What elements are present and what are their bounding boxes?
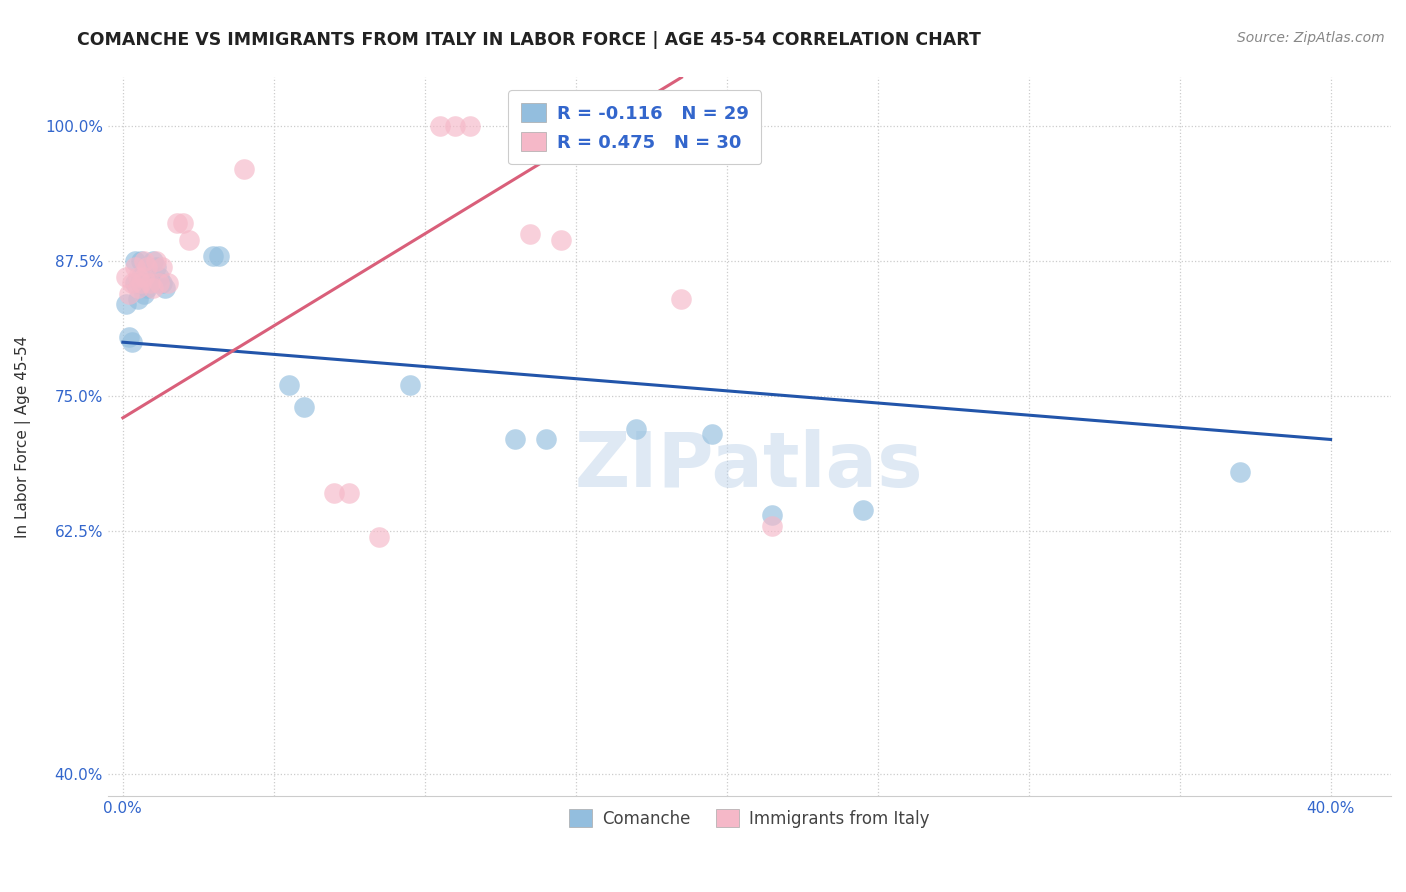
Point [671,292,693,306]
Point [153,281,176,295]
Point [132,270,155,285]
Point [124,260,146,274]
Point [127,270,149,285]
Point [118,330,141,344]
Point [208,249,231,263]
Point [505,433,527,447]
Point [166,216,188,230]
Point [127,292,149,306]
Point [118,286,141,301]
Point [700,427,723,442]
Point [129,254,152,268]
Point [129,276,152,290]
Point [142,281,165,295]
Point [148,276,170,290]
Point [519,227,541,241]
Point [139,276,162,290]
Point [852,502,875,516]
Text: COMANCHE VS IMMIGRANTS FROM ITALY IN LABOR FORCE | AGE 45-54 CORRELATION CHART: COMANCHE VS IMMIGRANTS FROM ITALY IN LAB… [77,31,981,49]
Point [292,400,315,414]
Point [761,519,783,533]
Point [132,254,155,268]
Point [534,433,557,447]
Point [148,270,170,285]
Point [132,286,155,301]
Point [550,233,572,247]
Point [624,422,647,436]
Point [458,119,481,133]
Y-axis label: In Labor Force | Age 45-54: In Labor Force | Age 45-54 [15,335,31,538]
Point [157,276,180,290]
Legend: Comanche, Immigrants from Italy: Comanche, Immigrants from Italy [562,803,936,835]
Point [124,276,146,290]
Point [179,233,201,247]
Point [337,486,360,500]
Point [132,276,155,290]
Point [429,119,451,133]
Point [761,508,783,522]
Point [121,276,143,290]
Point [115,270,138,285]
Point [444,119,467,133]
Point [368,530,391,544]
Point [139,276,162,290]
Point [121,335,143,350]
Point [398,378,420,392]
Point [129,270,152,285]
Point [1229,465,1251,479]
Point [142,254,165,268]
Point [150,260,173,274]
Point [145,260,167,274]
Point [150,276,173,290]
Point [127,281,149,295]
Point [124,254,146,268]
Point [136,281,159,295]
Point [277,378,299,392]
Text: Source: ZipAtlas.com: Source: ZipAtlas.com [1237,31,1385,45]
Point [172,216,194,230]
Point [136,260,159,274]
Point [323,486,346,500]
Point [145,254,167,268]
Point [202,249,225,263]
Point [115,297,138,311]
Point [232,162,254,177]
Text: ZIPatlas: ZIPatlas [575,428,924,502]
